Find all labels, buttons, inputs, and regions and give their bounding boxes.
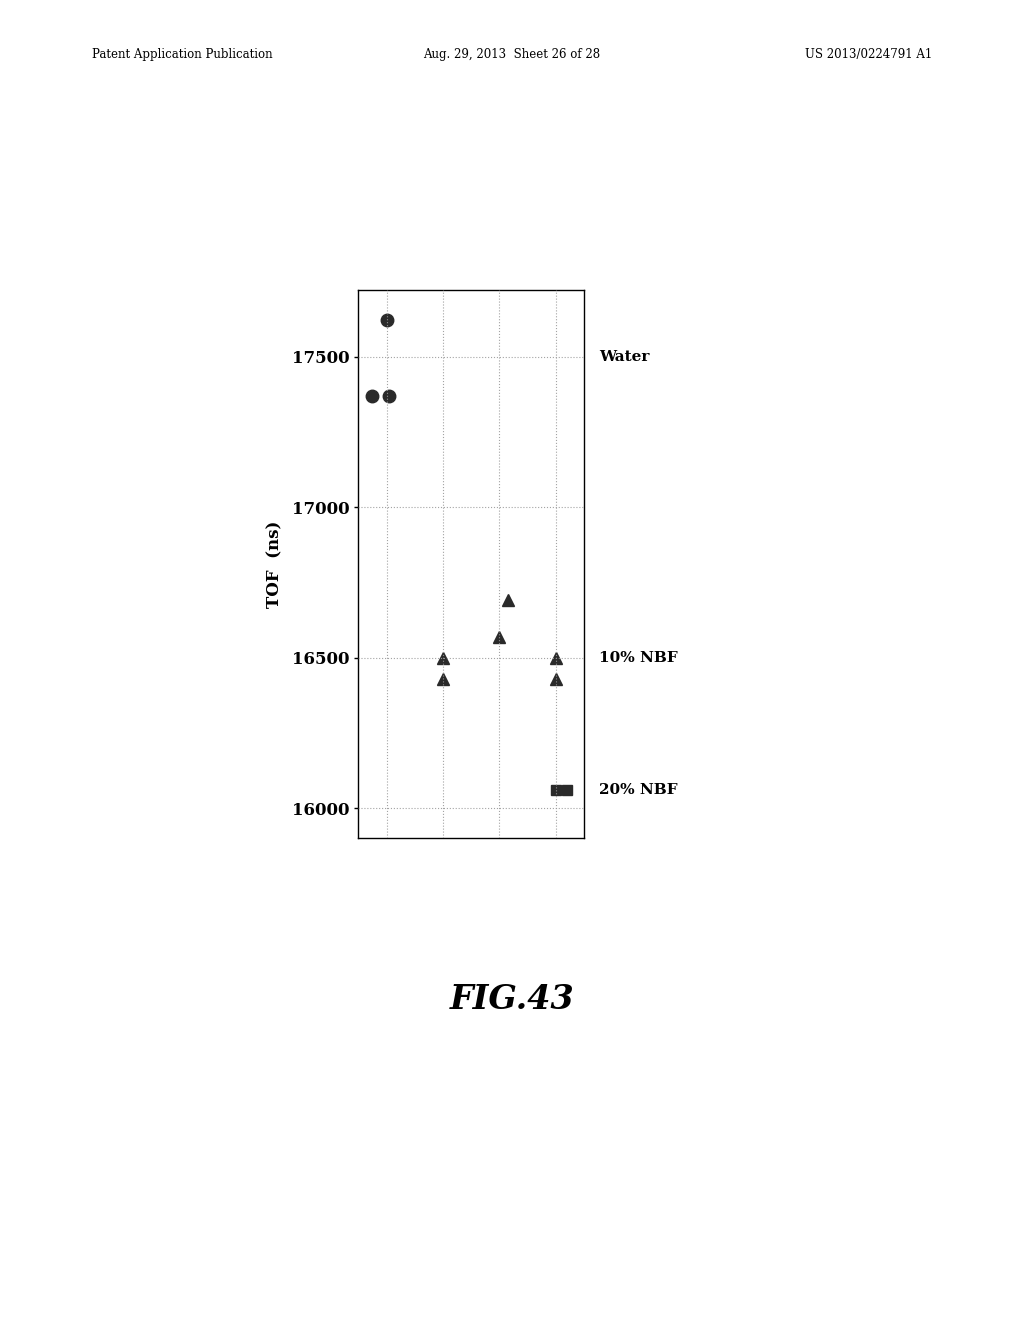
Text: 20% NBF: 20% NBF: [599, 783, 678, 797]
Text: Aug. 29, 2013  Sheet 26 of 28: Aug. 29, 2013 Sheet 26 of 28: [424, 48, 600, 61]
Text: US 2013/0224791 A1: US 2013/0224791 A1: [805, 48, 932, 61]
Y-axis label: TOF  (ns): TOF (ns): [266, 520, 284, 609]
Text: FIG.43: FIG.43: [450, 983, 574, 1016]
Text: Water: Water: [599, 350, 649, 363]
Text: Patent Application Publication: Patent Application Publication: [92, 48, 272, 61]
Text: 10% NBF: 10% NBF: [599, 651, 678, 664]
